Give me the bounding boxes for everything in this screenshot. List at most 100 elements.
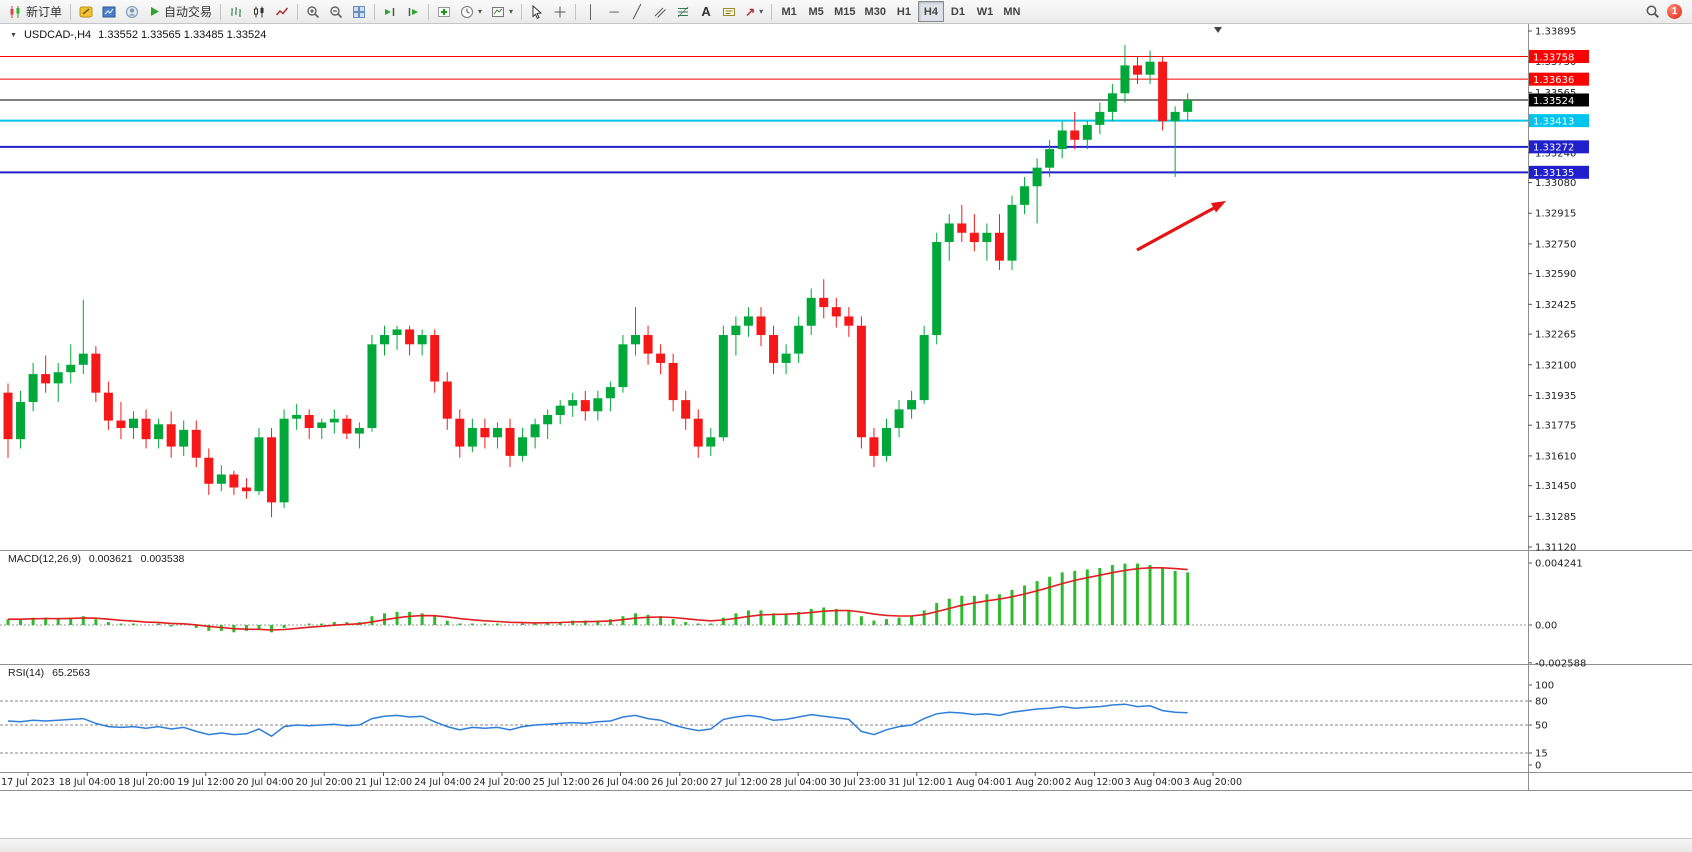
templates-icon xyxy=(492,6,505,17)
level-lines[interactable] xyxy=(0,55,1528,174)
profiles-button[interactable] xyxy=(121,1,143,22)
timeframe-m5[interactable]: M5 xyxy=(803,1,829,22)
status-bar xyxy=(0,838,1692,852)
chart-shift-marker[interactable] xyxy=(1214,27,1222,33)
svg-text:1.32750: 1.32750 xyxy=(1535,239,1576,250)
fibonacci-tool-button[interactable] xyxy=(672,1,694,22)
svg-text:0.004241: 0.004241 xyxy=(1535,559,1583,570)
svg-text:3 Aug 04:00: 3 Aug 04:00 xyxy=(1125,777,1183,788)
macd-pane: 0.004241 0.00 -0.002588 xyxy=(0,559,1586,669)
svg-text:100: 100 xyxy=(1535,681,1554,692)
svg-text:26 Jul 20:00: 26 Jul 20:00 xyxy=(651,777,708,788)
one-click-trading-icon[interactable]: ▼ xyxy=(10,31,17,39)
zoom-out-icon xyxy=(330,5,343,18)
price-badge-1.33135 xyxy=(1529,165,1589,179)
timeframe-h1[interactable]: H1 xyxy=(891,1,917,22)
svg-text:24 Jul 20:00: 24 Jul 20:00 xyxy=(474,777,531,788)
notification-badge[interactable]: 1 xyxy=(1667,4,1682,19)
timeframe-m1[interactable]: M1 xyxy=(776,1,802,22)
svg-text:1 Aug 04:00: 1 Aug 04:00 xyxy=(947,777,1005,788)
autotrading-button[interactable]: 自动交易 xyxy=(144,1,216,22)
periods-clock-icon xyxy=(461,5,474,18)
svg-text:50: 50 xyxy=(1535,721,1548,732)
svg-text:1.33636: 1.33636 xyxy=(1533,75,1574,86)
arrows-icon: ↗ xyxy=(745,4,756,19)
new-order-icon xyxy=(10,5,20,18)
dropdown-caret-icon: ▾ xyxy=(478,7,483,16)
main-toolbar: 新订单 自动交易 xyxy=(0,0,1692,24)
autotrading-icon xyxy=(151,7,160,16)
svg-text:1.33135: 1.33135 xyxy=(1533,168,1574,179)
toolbar-separator xyxy=(374,3,376,20)
timeframe-mn[interactable]: MN xyxy=(999,1,1025,22)
price-badge-1.33758 xyxy=(1529,49,1589,63)
price-badge-1.33272 xyxy=(1529,140,1589,154)
svg-text:1.31935: 1.31935 xyxy=(1535,391,1576,402)
chart-canvas[interactable]: 0.004241 0.00 -0.002588 100 80 50 150 1.33895 1.… xyxy=(0,24,1692,838)
search-button[interactable] xyxy=(1641,1,1664,22)
trendline-tool-button[interactable]: ╱ xyxy=(626,1,648,22)
auto-scroll-button[interactable] xyxy=(379,1,401,22)
svg-text:1.31610: 1.31610 xyxy=(1535,451,1576,462)
vertical-line-tool-button[interactable]: │ xyxy=(580,1,602,22)
timeframe-w1[interactable]: W1 xyxy=(972,1,998,22)
chart-shift-button[interactable] xyxy=(402,1,424,22)
svg-text:1.31450: 1.31450 xyxy=(1535,481,1576,492)
svg-text:0.00: 0.00 xyxy=(1535,621,1557,632)
time-axis[interactable]: 17 Jul 2023 18 Jul 04:00 18 Jul 20:00 19 Ju… xyxy=(1,772,1242,788)
indicators-icon xyxy=(438,6,451,17)
timeframe-m15[interactable]: M15 xyxy=(830,1,859,22)
toolbar-separator xyxy=(521,3,523,20)
templates-button[interactable]: ▾ xyxy=(487,1,517,22)
arrows-tool-button[interactable]: ↗ ▾ xyxy=(741,1,767,22)
indicators-button[interactable] xyxy=(433,1,455,22)
zoom-in-button[interactable] xyxy=(302,1,324,22)
text-tool-button[interactable]: A xyxy=(695,1,717,22)
svg-text:31 Jul 12:00: 31 Jul 12:00 xyxy=(888,777,945,788)
svg-text:1.32100: 1.32100 xyxy=(1535,360,1576,371)
new-order-button[interactable]: 新订单 xyxy=(4,1,66,22)
market-watch-button[interactable] xyxy=(98,1,120,22)
toolbar-separator xyxy=(220,3,222,20)
svg-text:1.33565: 1.33565 xyxy=(1535,88,1576,99)
timeframe-d1[interactable]: D1 xyxy=(945,1,971,22)
svg-text:1.31285: 1.31285 xyxy=(1535,512,1576,523)
svg-text:28 Jul 04:00: 28 Jul 04:00 xyxy=(770,777,827,788)
dropdown-caret-icon: ▾ xyxy=(759,7,764,16)
candles xyxy=(3,44,1193,518)
cursor-button[interactable] xyxy=(526,1,548,22)
new-order-label: 新订单 xyxy=(26,5,63,19)
crosshair-button[interactable] xyxy=(549,1,571,22)
svg-text:0: 0 xyxy=(1535,761,1541,772)
timeframe-m30[interactable]: M30 xyxy=(861,1,890,22)
zoom-out-button[interactable] xyxy=(325,1,347,22)
periods-button[interactable]: ▾ xyxy=(456,1,486,22)
crosshair-icon xyxy=(554,6,566,17)
svg-text:1.33272: 1.33272 xyxy=(1533,143,1574,154)
metaeditor-button[interactable] xyxy=(75,1,97,22)
svg-text:21 Jul 12:00: 21 Jul 12:00 xyxy=(355,777,412,788)
horizontal-line-tool-button[interactable]: ─ xyxy=(603,1,625,22)
svg-text:80: 80 xyxy=(1535,697,1548,708)
cursor-icon xyxy=(532,4,543,19)
text-label-tool-button[interactable] xyxy=(718,1,740,22)
line-chart-button[interactable] xyxy=(271,1,293,22)
trend-arrow[interactable] xyxy=(1136,201,1226,252)
tile-windows-button[interactable] xyxy=(348,1,370,22)
toolbar-separator xyxy=(70,3,72,20)
dropdown-caret-icon: ▾ xyxy=(509,7,514,16)
svg-text:25 Jul 12:00: 25 Jul 12:00 xyxy=(533,777,590,788)
timeframe-h4[interactable]: H4 xyxy=(917,1,944,22)
chart-window[interactable]: 0.004241 0.00 -0.002588 100 80 50 15 0 1.33895 1.… xyxy=(0,24,1692,838)
vertical-line-icon: │ xyxy=(587,4,596,19)
svg-text:20 Jul 04:00: 20 Jul 04:00 xyxy=(237,777,294,788)
text-tool-icon: A xyxy=(701,4,711,19)
text-label-icon xyxy=(723,7,736,16)
svg-text:2 Aug 12:00: 2 Aug 12:00 xyxy=(1065,777,1123,788)
candlestick-chart-button[interactable] xyxy=(248,1,270,22)
toolbar-separator xyxy=(771,3,773,20)
svg-text:-0.002588: -0.002588 xyxy=(1535,658,1586,669)
channel-tool-button[interactable] xyxy=(649,1,671,22)
bar-chart-button[interactable] xyxy=(225,1,247,22)
